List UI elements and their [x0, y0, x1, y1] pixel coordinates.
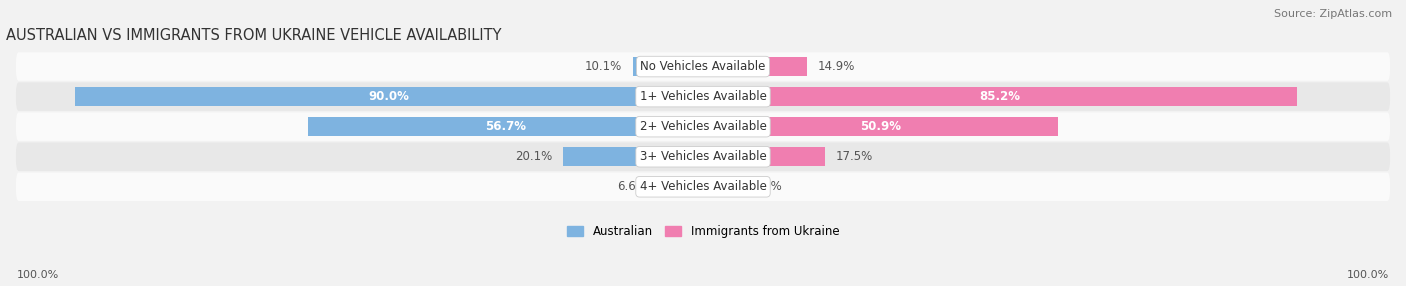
Text: 100.0%: 100.0%: [17, 270, 59, 280]
Bar: [703, 147, 825, 166]
Text: AUSTRALIAN VS IMMIGRANTS FROM UKRAINE VEHICLE AVAILABILITY: AUSTRALIAN VS IMMIGRANTS FROM UKRAINE VE…: [6, 28, 501, 43]
FancyBboxPatch shape: [15, 82, 1391, 111]
Bar: [703, 117, 1057, 136]
Bar: [633, 57, 703, 76]
Bar: [562, 147, 703, 166]
Text: 50.9%: 50.9%: [860, 120, 901, 133]
Text: 20.1%: 20.1%: [515, 150, 553, 163]
Text: 5.6%: 5.6%: [752, 180, 782, 193]
FancyBboxPatch shape: [15, 142, 1391, 171]
FancyBboxPatch shape: [15, 112, 1391, 141]
FancyBboxPatch shape: [15, 52, 1391, 81]
Bar: [703, 57, 807, 76]
Bar: [703, 178, 742, 196]
Bar: [657, 178, 703, 196]
Legend: Australian, Immigrants from Ukraine: Australian, Immigrants from Ukraine: [567, 225, 839, 238]
Bar: [76, 87, 703, 106]
FancyBboxPatch shape: [15, 172, 1391, 201]
Text: 3+ Vehicles Available: 3+ Vehicles Available: [640, 150, 766, 163]
Text: 90.0%: 90.0%: [655, 90, 693, 103]
Text: Source: ZipAtlas.com: Source: ZipAtlas.com: [1274, 9, 1392, 19]
Text: 1+ Vehicles Available: 1+ Vehicles Available: [640, 90, 766, 103]
Text: 14.9%: 14.9%: [817, 60, 855, 73]
Text: 2+ Vehicles Available: 2+ Vehicles Available: [640, 120, 766, 133]
Text: No Vehicles Available: No Vehicles Available: [640, 60, 766, 73]
Text: 17.5%: 17.5%: [835, 150, 873, 163]
Bar: [308, 117, 703, 136]
Text: 100.0%: 100.0%: [1347, 270, 1389, 280]
Text: 4+ Vehicles Available: 4+ Vehicles Available: [640, 180, 766, 193]
Text: 90.0%: 90.0%: [368, 90, 409, 103]
Text: 85.2%: 85.2%: [713, 90, 751, 103]
Text: 56.7%: 56.7%: [485, 120, 526, 133]
Bar: [703, 87, 1298, 106]
Text: 85.2%: 85.2%: [980, 90, 1021, 103]
Text: 6.6%: 6.6%: [617, 180, 647, 193]
Text: 50.9%: 50.9%: [713, 120, 751, 133]
Text: 10.1%: 10.1%: [585, 60, 621, 73]
Text: 56.7%: 56.7%: [655, 120, 693, 133]
